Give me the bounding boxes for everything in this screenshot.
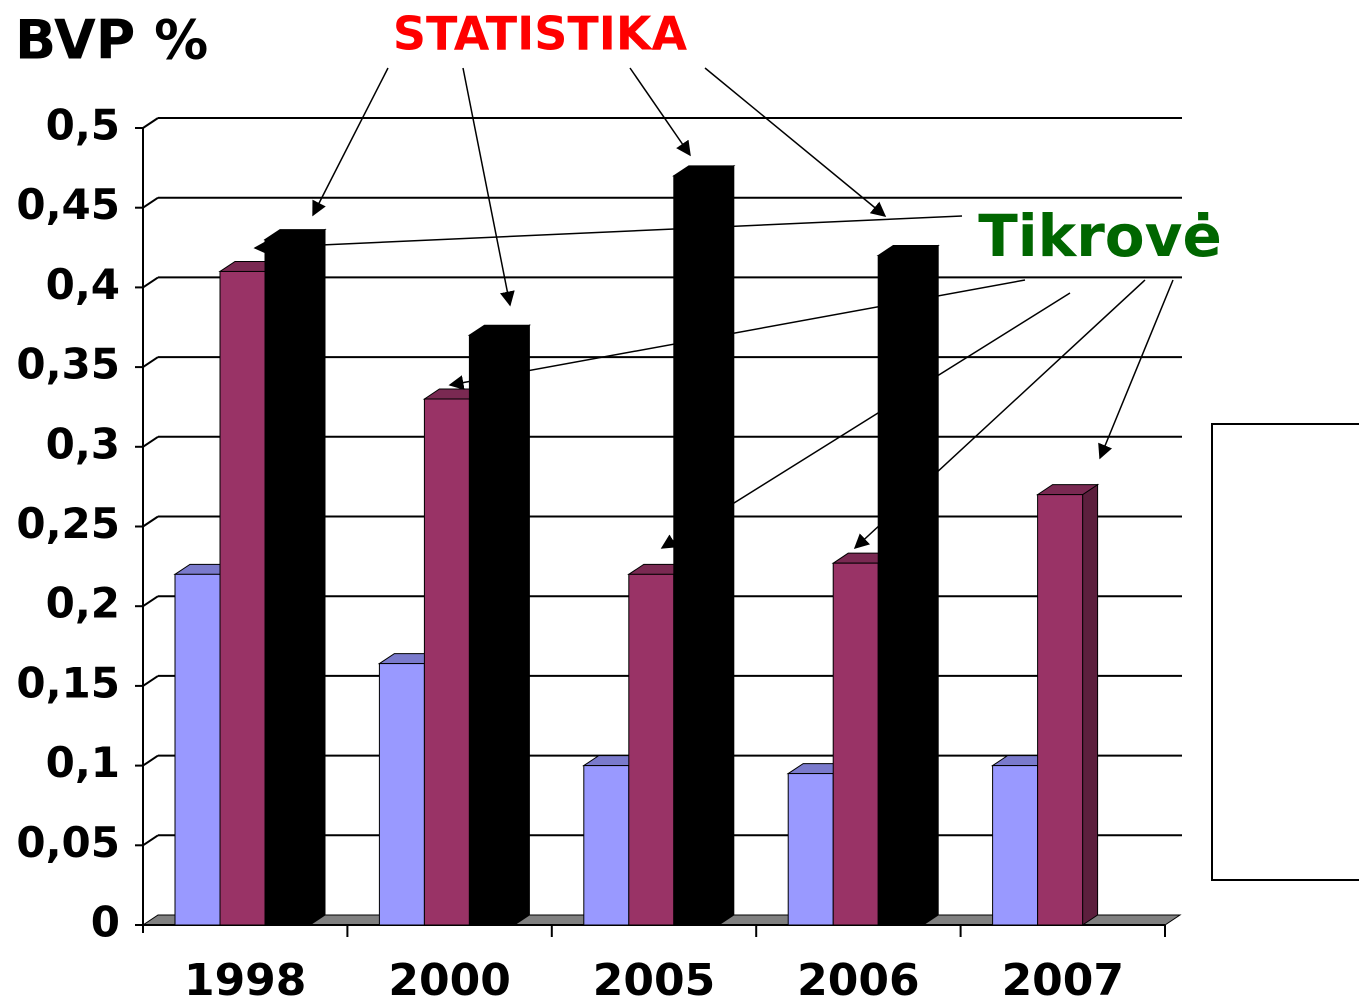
bar bbox=[876, 244, 940, 926]
grid-line bbox=[142, 754, 159, 767]
grid-line bbox=[142, 515, 159, 528]
x-tick-label: 2006 bbox=[797, 955, 919, 1005]
grid-line bbox=[142, 595, 159, 608]
grid-line bbox=[142, 196, 159, 209]
y-tick-label: 0 bbox=[91, 898, 120, 947]
bar-side bbox=[309, 228, 326, 926]
grid-line bbox=[142, 675, 159, 687]
bar-front bbox=[468, 334, 515, 926]
bar-front bbox=[264, 239, 311, 926]
chart-title: BVP % bbox=[15, 9, 208, 72]
annotation: Tikrovė bbox=[978, 202, 1222, 270]
y-tick-label: 0,3 bbox=[46, 419, 120, 468]
bar-front bbox=[832, 562, 879, 926]
x-tick-label: 2005 bbox=[593, 955, 715, 1005]
y-tick-label: 0,05 bbox=[16, 818, 120, 867]
bar-side bbox=[513, 324, 530, 926]
bar bbox=[263, 228, 327, 926]
bar-front bbox=[583, 765, 630, 926]
bar-front bbox=[378, 663, 425, 926]
legend-box bbox=[1211, 423, 1359, 881]
annotation: STATISTIKA bbox=[393, 7, 688, 61]
bar-side bbox=[718, 164, 735, 926]
x-tick-label: 2000 bbox=[388, 955, 510, 1005]
arrows bbox=[253, 67, 1174, 550]
grid-line bbox=[142, 356, 159, 368]
bar-front bbox=[628, 573, 675, 926]
x-tick-label: 1998 bbox=[184, 955, 306, 1005]
bar-front bbox=[174, 573, 221, 926]
y-tick-label: 0,1 bbox=[46, 738, 120, 787]
bar-front bbox=[423, 398, 470, 926]
y-tick-label: 0,2 bbox=[46, 579, 120, 628]
bar bbox=[672, 164, 736, 926]
y-tick-label: 0,25 bbox=[16, 499, 120, 548]
bar-front bbox=[219, 270, 266, 926]
bar bbox=[1035, 483, 1100, 926]
bar-front bbox=[1037, 494, 1084, 926]
y-tick-label: 0,15 bbox=[16, 658, 120, 707]
bar-front bbox=[992, 765, 1039, 926]
x-tick-label: 2007 bbox=[1002, 955, 1124, 1005]
grid-line bbox=[142, 435, 159, 448]
grid-line bbox=[142, 276, 159, 289]
bar bbox=[467, 324, 532, 926]
y-tick-label: 0,45 bbox=[16, 180, 120, 229]
y-tick-label: 0,5 bbox=[46, 101, 120, 150]
y-tick-label: 0,35 bbox=[16, 340, 120, 389]
bar-side bbox=[922, 244, 939, 926]
bar-front bbox=[877, 255, 924, 926]
bar-front bbox=[673, 175, 720, 926]
grid-line bbox=[142, 117, 159, 129]
bar-front bbox=[787, 773, 834, 926]
bar-side bbox=[1082, 483, 1099, 926]
y-tick-label: 0,4 bbox=[46, 260, 120, 309]
grid-line bbox=[142, 834, 159, 847]
